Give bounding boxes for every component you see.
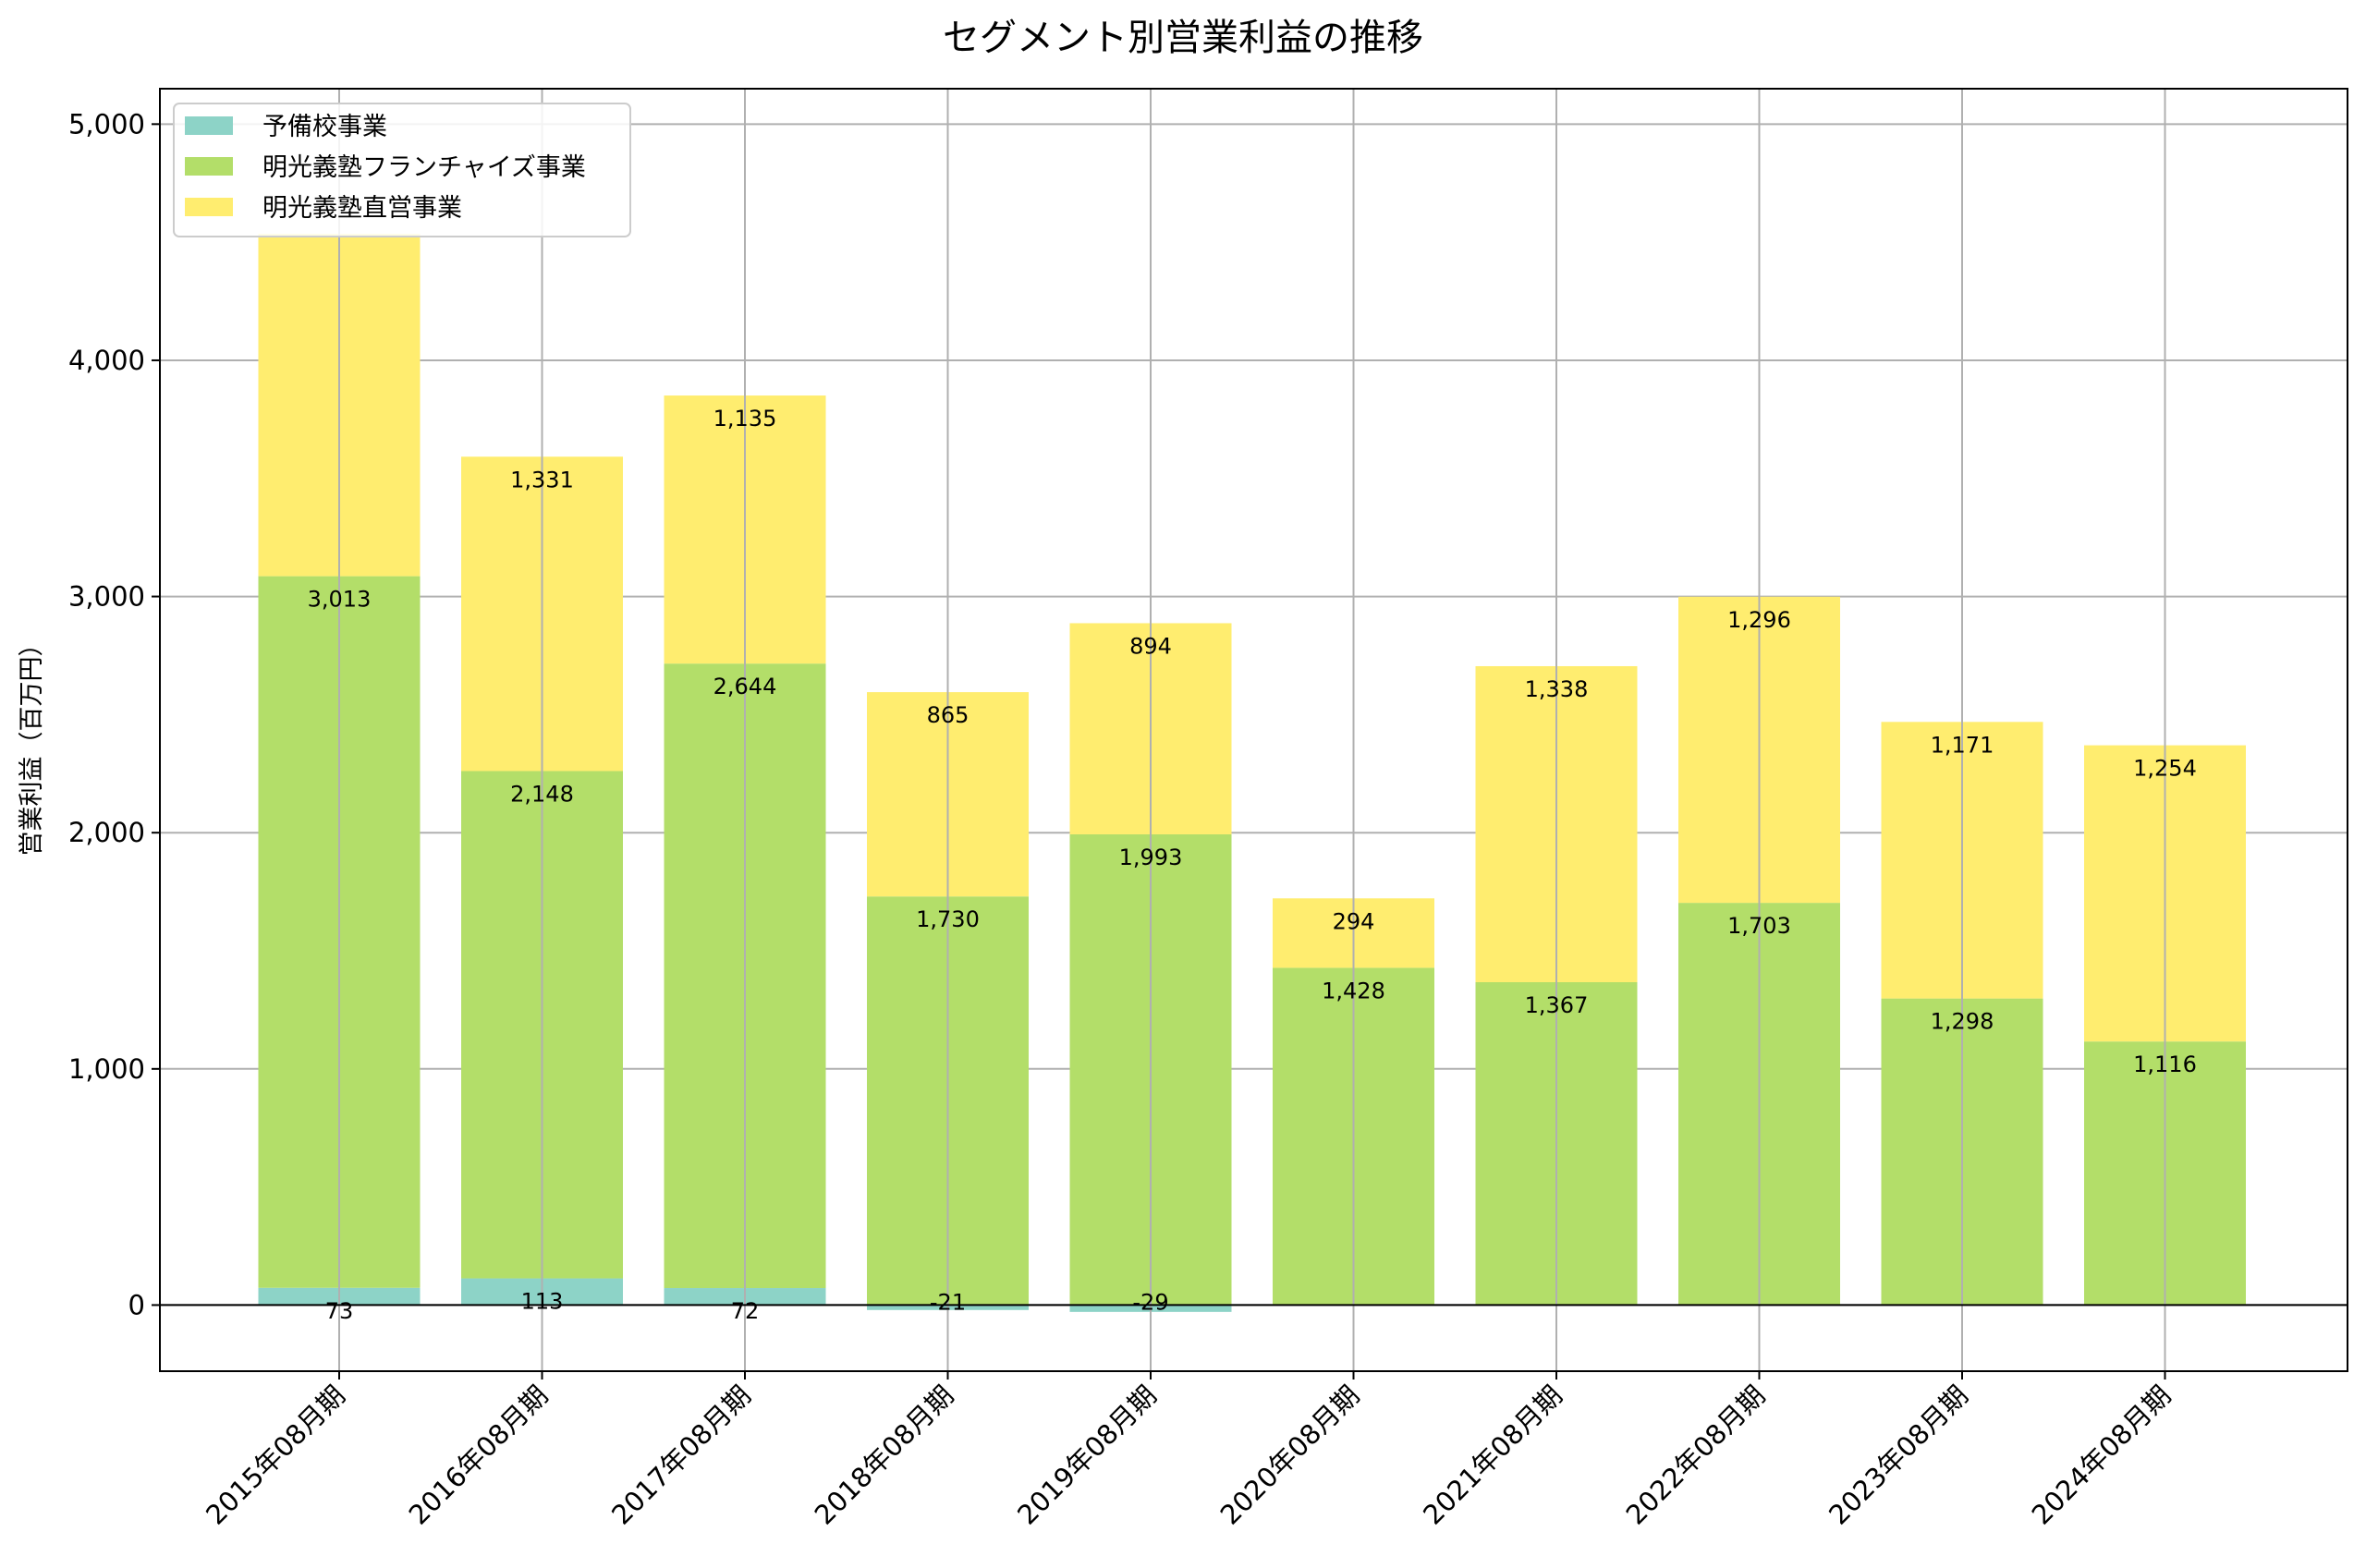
data-label: 1,116 — [2133, 1051, 2197, 1077]
y-tick-label: 4,000 — [68, 345, 145, 376]
x-tick-label: 2024年08月期 — [2026, 1380, 2177, 1531]
data-label: 2,644 — [713, 674, 777, 699]
x-tick-label: 2020年08月期 — [1214, 1380, 1366, 1531]
y-axis-label: 営業利益（百万円） — [18, 632, 46, 857]
legend-box — [173, 103, 631, 237]
data-label: 1,135 — [713, 406, 777, 432]
chart-title: セグメント別営業利益の推移 — [943, 17, 1423, 59]
y-tick-label: 2,000 — [68, 817, 145, 848]
legend-swatch — [185, 116, 233, 135]
x-tick-label: 2019年08月期 — [1011, 1380, 1163, 1531]
data-label: 1,703 — [1727, 913, 1791, 939]
x-tick-label: 2015年08月期 — [200, 1380, 351, 1531]
data-label: 894 — [1129, 633, 1172, 659]
data-label: 865 — [927, 702, 970, 728]
x-tick-label: 2023年08月期 — [1823, 1380, 1974, 1531]
data-label: 1,730 — [916, 906, 980, 932]
legend-swatch — [185, 157, 233, 176]
data-label: 1,296 — [1727, 607, 1791, 633]
data-label: 294 — [1333, 908, 1375, 934]
data-label: 3,013 — [308, 587, 372, 613]
data-label: 1,254 — [2133, 756, 2197, 782]
data-labels: 73 3,013 113 2,148 1,331 72 2,644 1,135 -21 1,730… — [308, 406, 2197, 1324]
data-label: 1,298 — [1931, 1009, 1994, 1035]
data-label: 1,331 — [510, 467, 574, 492]
x-tick-label: 2018年08月期 — [809, 1380, 960, 1531]
x-tick-label: 2022年08月期 — [1620, 1380, 1772, 1531]
y-tick-label: 5,000 — [68, 108, 145, 140]
data-label: 73 — [325, 1298, 354, 1324]
data-label: 113 — [521, 1289, 564, 1315]
legend-entry: 明光義塾フランチャイズ事業 — [262, 153, 586, 182]
plot-frame — [159, 88, 2348, 1372]
bars — [258, 233, 2246, 1312]
x-tick-label: 2016年08月期 — [403, 1380, 555, 1531]
y-tick-label: 1,000 — [68, 1053, 145, 1085]
legend-entry: 明光義塾直営事業 — [262, 194, 462, 223]
x-tick-label: 2021年08月期 — [1417, 1380, 1568, 1531]
y-tick-label: 3,000 — [68, 581, 145, 613]
data-label: 1,367 — [1525, 992, 1589, 1018]
y-tick-label: 0 — [128, 1289, 145, 1320]
data-label: -21 — [930, 1289, 966, 1315]
data-label: 1,993 — [1119, 845, 1183, 870]
data-label: 72 — [731, 1298, 760, 1324]
data-label: -29 — [1132, 1289, 1168, 1315]
x-tick-label: 2017年08月期 — [605, 1380, 757, 1531]
legend-entry: 予備校事業 — [262, 113, 387, 141]
data-label: 1,338 — [1525, 676, 1589, 702]
data-label: 1,171 — [1931, 732, 1994, 758]
data-label: 2,148 — [510, 781, 574, 807]
legend-swatch — [185, 198, 233, 216]
data-label: 1,428 — [1322, 978, 1385, 1003]
